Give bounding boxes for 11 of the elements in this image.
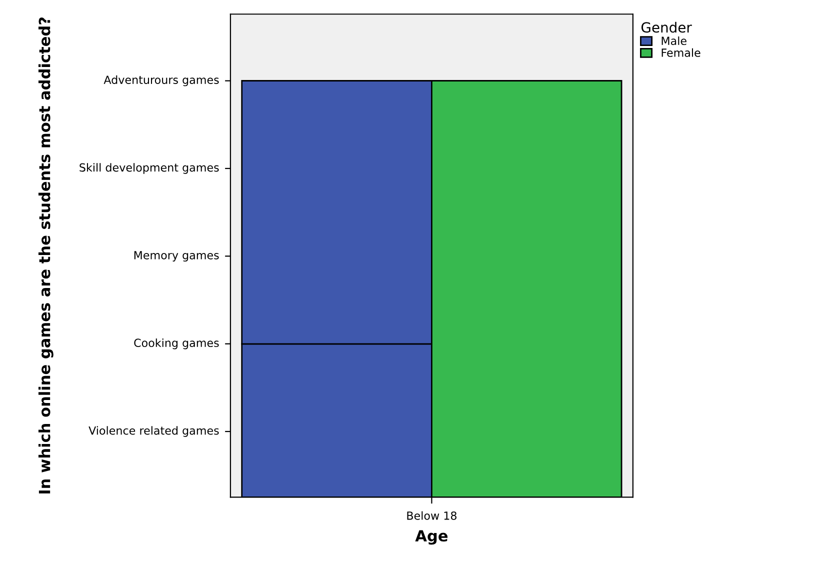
- text: Memory games: [134, 251, 219, 262]
- text: Adventurours games: [104, 75, 219, 86]
- x-axis-title: Age: [415, 530, 448, 545]
- text: In which online games are the students most addicted?: [38, 17, 54, 494]
- text: Skill development games: [80, 163, 219, 174]
- text: Below 18: [407, 511, 456, 520]
- text: Cooking games: [134, 338, 219, 350]
- legend-label: Female: [662, 48, 700, 57]
- legend-title: Gender: [641, 22, 692, 33]
- text: Violence related games: [88, 426, 219, 437]
- legend-label: Male: [662, 36, 686, 46]
